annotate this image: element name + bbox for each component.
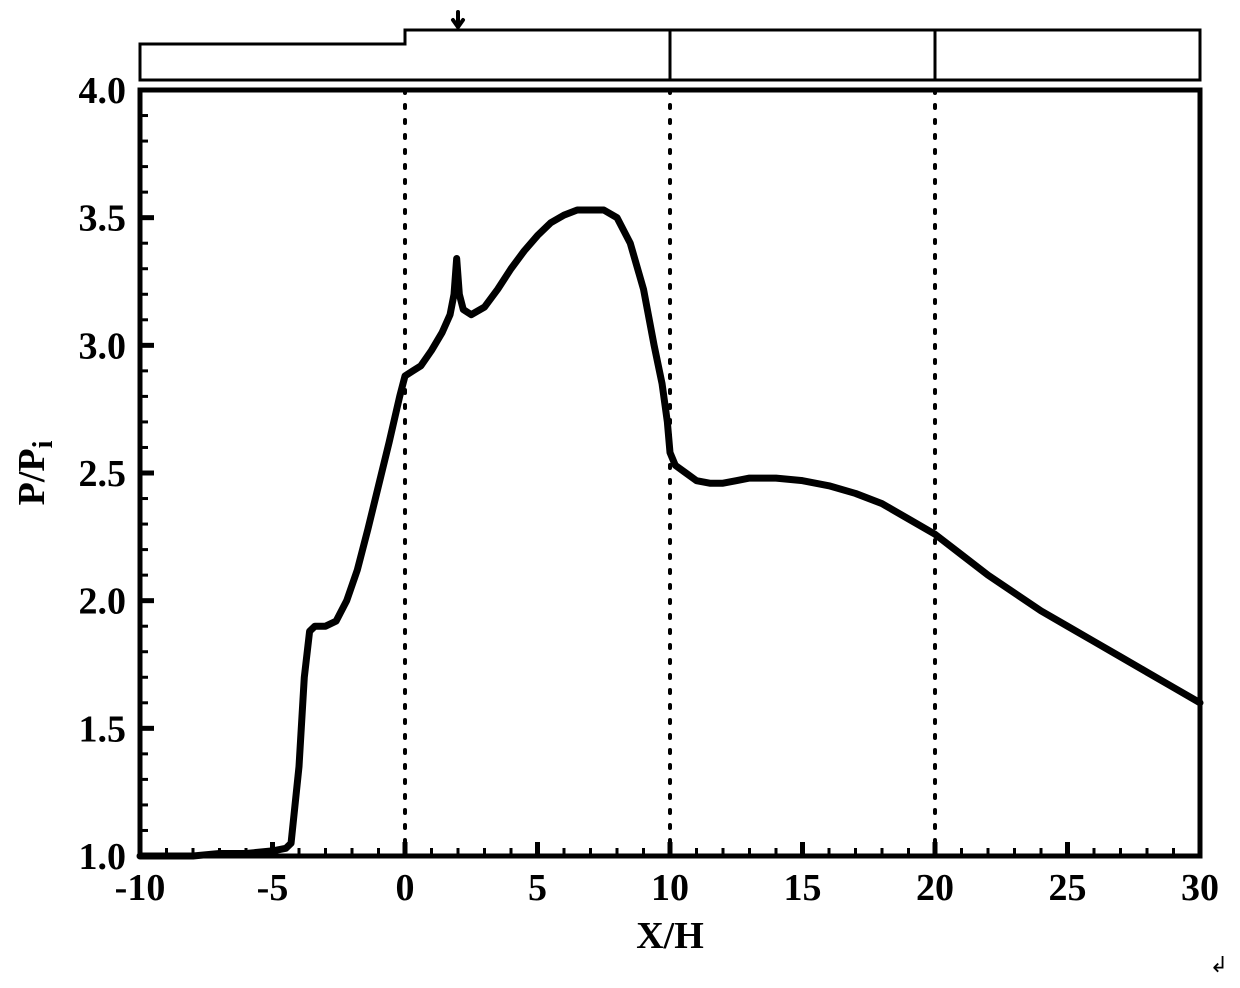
pressure-distribution-chart: -10-50510152025301.01.52.02.53.03.54.0X/… (0, 0, 1240, 988)
y-tick-label: 3.0 (79, 325, 127, 367)
paragraph-mark-icon: ↲ (1210, 952, 1228, 977)
x-tick-label: 25 (1049, 867, 1087, 909)
chart-svg: -10-50510152025301.01.52.02.53.03.54.0X/… (0, 0, 1240, 988)
injector-arrow-icon (453, 12, 463, 27)
x-tick-label: 10 (651, 867, 689, 909)
y-tick-label: 2.5 (79, 453, 127, 495)
y-tick-label: 3.5 (79, 198, 127, 240)
x-tick-label: 15 (784, 867, 822, 909)
y-tick-label: 2.0 (79, 581, 127, 623)
y-tick-label: 1.5 (79, 708, 127, 750)
x-tick-label: 5 (528, 867, 547, 909)
x-axis-label: X/H (636, 915, 704, 957)
x-tick-label: 20 (916, 867, 954, 909)
x-tick-label: 0 (396, 867, 415, 909)
pressure-curve (140, 210, 1200, 856)
y-tick-label: 1.0 (79, 836, 127, 878)
y-axis-label: P/Pi (11, 440, 59, 505)
x-tick-label: -5 (257, 867, 289, 909)
y-tick-label: 4.0 (79, 70, 127, 112)
x-tick-label: 30 (1181, 867, 1219, 909)
